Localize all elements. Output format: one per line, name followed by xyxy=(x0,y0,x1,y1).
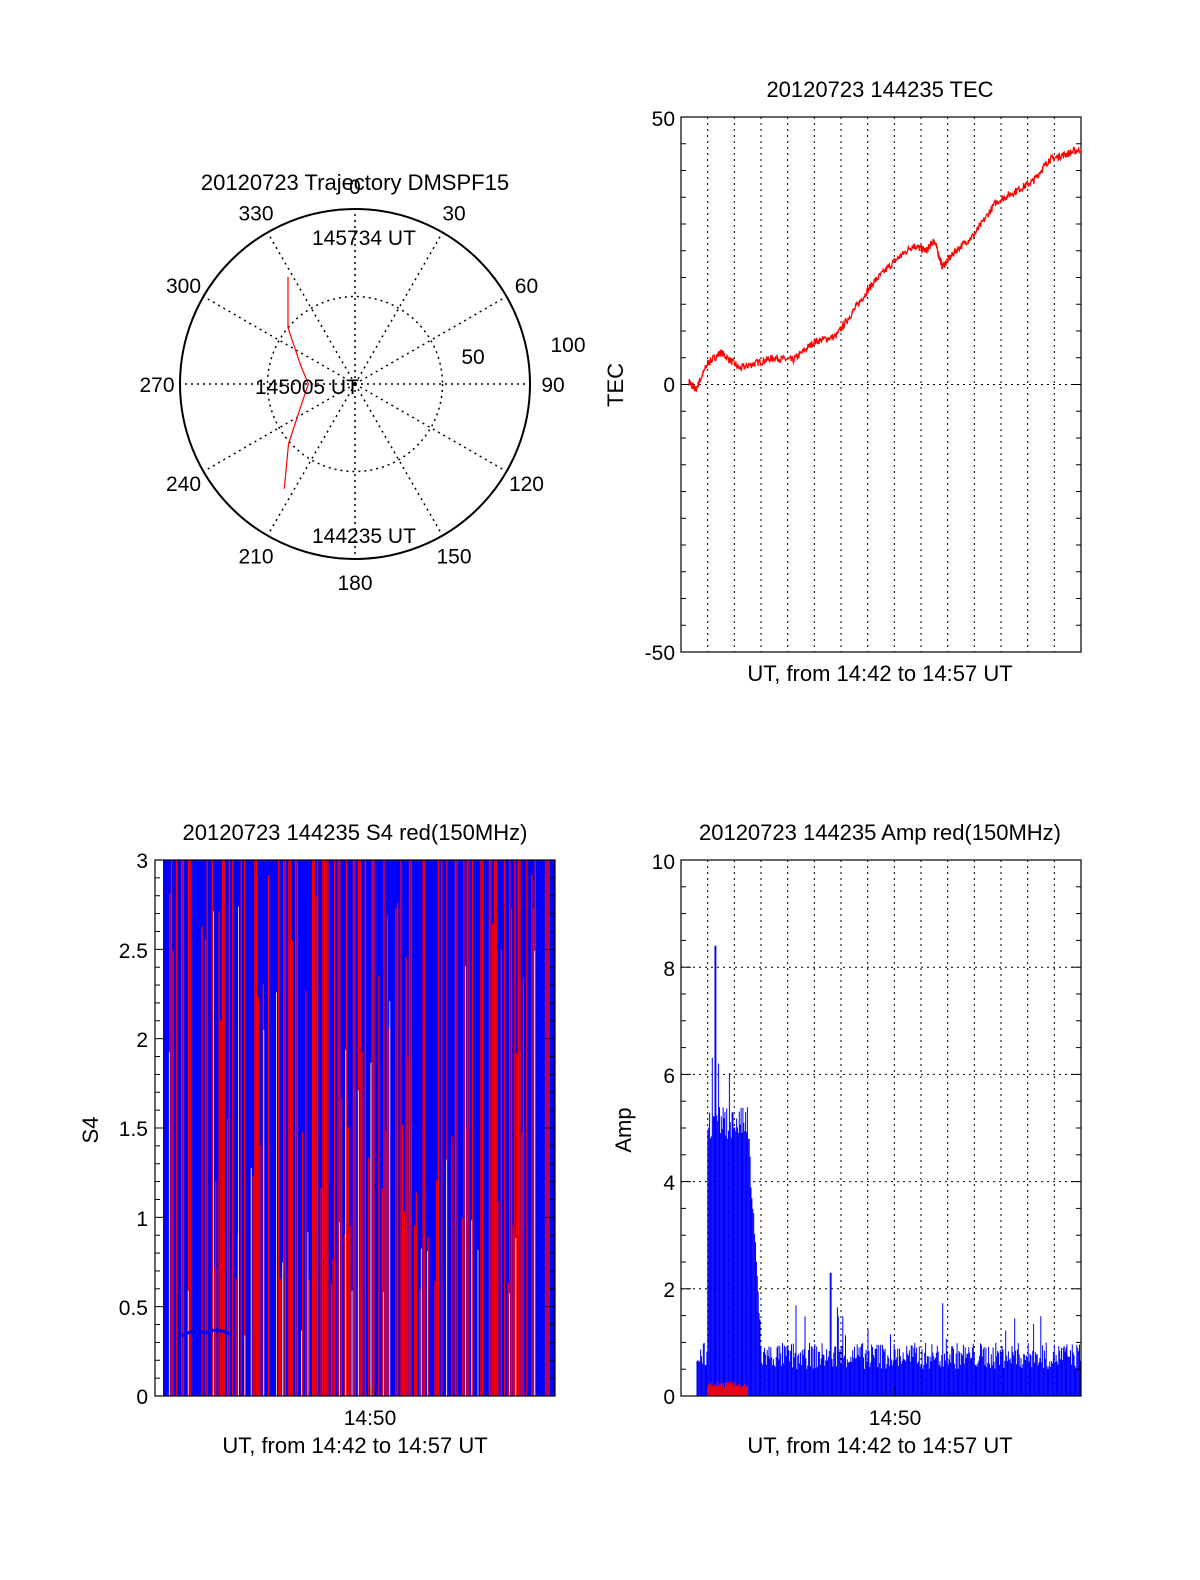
polar-spoke-60 xyxy=(354,295,507,385)
s4-title: 20120723 144235 S4 red(150MHz) xyxy=(183,820,528,845)
polar-spoke-30 xyxy=(354,232,444,385)
s4-ytick-1: 1 xyxy=(136,1208,148,1231)
amp-ytick-4: 4 xyxy=(663,1172,675,1195)
polar-angle-label: 0 xyxy=(349,176,361,199)
s4-ytick-2-5: 2.5 xyxy=(119,940,148,963)
tec-xlabel: UT, from 14:42 to 14:57 UT xyxy=(747,661,1012,686)
amp-ytick-0: 0 xyxy=(663,1386,675,1409)
s4-ticks xyxy=(155,859,555,1397)
polar-angle-label: 210 xyxy=(238,545,273,568)
tec-ytick-50: 50 xyxy=(652,108,675,131)
polar-grid xyxy=(180,209,530,559)
polar-angle-labels: 0 30 60 90 120 150 180 210 240 270 300 330 xyxy=(139,176,564,595)
amp-ticks xyxy=(681,859,1081,1397)
polar-spoke-240 xyxy=(203,383,356,473)
polar-angle-label: 120 xyxy=(509,473,544,496)
polar-angle-label: 270 xyxy=(139,374,174,397)
polar-angle-label: 180 xyxy=(337,572,372,595)
polar-spoke-330 xyxy=(266,232,356,385)
tec-title: 20120723 144235 TEC xyxy=(766,77,993,102)
s4-plot: 20120723 144235 S4 red(150MHz) 0 0.5 1 1… xyxy=(78,820,556,1458)
amp-plot: 20120723 144235 Amp red(150MHz) 0 2 4 6 … xyxy=(611,820,1082,1458)
polar-title: 20120723 Trajectory DMSPF15 xyxy=(201,170,509,195)
s4-ytick-2: 2 xyxy=(136,1029,148,1052)
amp-xlabel: UT, from 14:42 to 14:57 UT xyxy=(747,1433,1012,1458)
tec-ylabel: TEC xyxy=(603,363,628,407)
amp-series-red xyxy=(707,1381,748,1396)
tec-series-line xyxy=(688,145,1082,392)
amp-ytick-10: 10 xyxy=(652,851,675,874)
s4-ytick-0: 0 xyxy=(136,1386,148,1409)
polar-grid-circle-50 xyxy=(266,295,444,473)
amp-xtick-1450: 14:50 xyxy=(869,1407,922,1430)
polar-spoke-210 xyxy=(266,383,356,536)
polar-angle-label: 240 xyxy=(166,473,201,496)
polar-angle-label: 150 xyxy=(436,545,471,568)
polar-angle-label: 300 xyxy=(166,275,201,298)
amp-ytick-8: 8 xyxy=(663,958,675,981)
annotation-mid-time: 145005 UT xyxy=(255,376,359,399)
polar-radial-label-100: 100 xyxy=(550,334,585,357)
s4-series-red xyxy=(163,860,555,1396)
tec-minor-ticks xyxy=(681,116,1081,653)
s4-blue-segment xyxy=(181,1328,231,1338)
tec-plot: 20120723 144235 TEC 50 0 -50 TEC UT, fro… xyxy=(603,77,1082,686)
polar-spoke-150 xyxy=(354,383,444,536)
polar-spoke-120 xyxy=(354,383,507,473)
polar-angle-label: 330 xyxy=(238,203,273,226)
tec-ytick-0: 0 xyxy=(663,374,675,397)
annotation-start-time: 144235 UT xyxy=(312,525,416,548)
tec-grid xyxy=(681,117,1081,652)
amp-title: 20120723 144235 Amp red(150MHz) xyxy=(699,820,1061,845)
polar-angle-label: 60 xyxy=(515,275,538,298)
polar-angle-label: 30 xyxy=(442,203,465,226)
s4-ytick-3: 3 xyxy=(136,850,148,873)
amp-ytick-6: 6 xyxy=(663,1065,675,1088)
polar-radial-label-50: 50 xyxy=(461,346,484,369)
annotation-end-time: 145734 UT xyxy=(312,227,416,250)
polar-spoke-300 xyxy=(203,295,356,385)
s4-xtick-1450: 14:50 xyxy=(344,1407,397,1430)
amp-series-blue xyxy=(696,945,1081,1396)
tec-ytick-neg50: -50 xyxy=(645,642,675,665)
s4-ylabel: S4 xyxy=(78,1117,103,1144)
polar-angle-label: 90 xyxy=(541,374,564,397)
trajectory-track xyxy=(283,276,309,489)
s4-ytick-1-5: 1.5 xyxy=(119,1118,148,1141)
polar-outer-circle xyxy=(179,208,531,560)
s4-ytick-0-5: 0.5 xyxy=(119,1297,148,1320)
amp-ytick-2: 2 xyxy=(663,1279,675,1302)
polar-plot: 20120723 Trajectory DMSPF15 0 30 60 90 120 15… xyxy=(139,170,585,595)
s4-xlabel: UT, from 14:42 to 14:57 UT xyxy=(222,1433,487,1458)
amp-ylabel: Amp xyxy=(611,1107,636,1152)
s4-series-blue xyxy=(181,1328,231,1338)
